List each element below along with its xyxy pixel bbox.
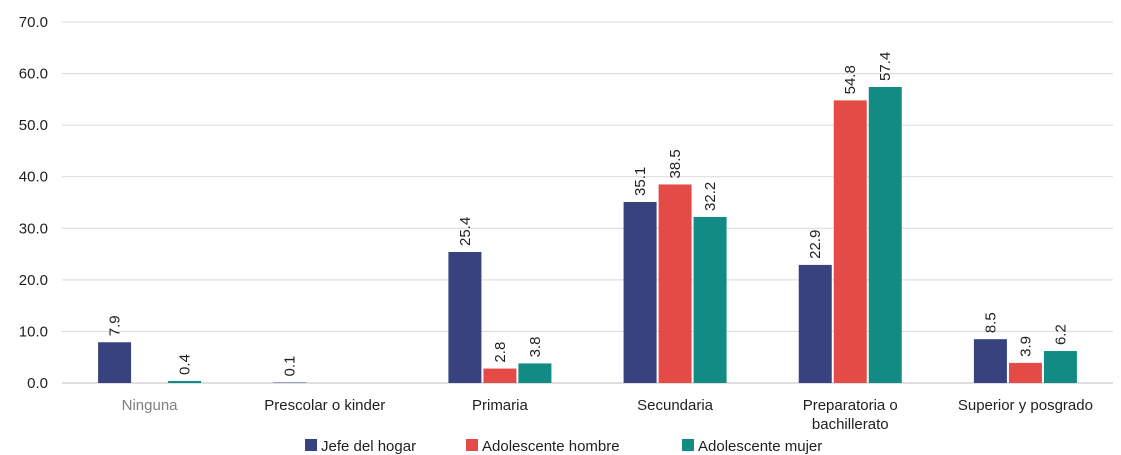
data-label: 3.9 [1017, 336, 1034, 357]
legend-label: Adolescente mujer [698, 438, 822, 455]
y-tick-label: 30.0 [19, 220, 48, 237]
x-category-label: Preparatoria o [803, 397, 898, 414]
bar [98, 342, 132, 383]
bar [168, 380, 202, 383]
data-label: 6.2 [1052, 324, 1069, 345]
legend: Jefe del hogar Adolescente hombre Adolesce… [305, 438, 822, 455]
y-tick-label: 60.0 [19, 66, 48, 83]
bar [833, 100, 867, 383]
data-label: 35.1 [632, 167, 649, 196]
y-tick-label: 0.0 [27, 375, 48, 392]
legend-swatch [305, 439, 317, 451]
bar [693, 216, 727, 383]
data-label: 3.8 [527, 337, 544, 358]
y-axis: 0.0 10.0 20.0 30.0 40.0 50.0 60.0 70.0 [19, 14, 48, 392]
data-label: 54.8 [842, 65, 859, 94]
data-label: 38.5 [667, 149, 684, 178]
data-label: 0.1 [282, 356, 299, 377]
bars [98, 86, 1077, 383]
y-tick-label: 10.0 [19, 323, 48, 340]
x-category-label: Ninguna [122, 397, 179, 414]
bar [1008, 362, 1042, 383]
data-label: 7.9 [107, 315, 124, 336]
bar [623, 201, 657, 383]
x-category-label: Secundaria [637, 397, 714, 414]
bar [448, 252, 482, 383]
data-labels: 7.9 0.1 25.4 35.1 22.9 8.5 2.8 38.5 54.8 3.9 0.4 3.… [107, 52, 1070, 377]
y-tick-label: 50.0 [19, 117, 48, 134]
data-label: 0.4 [177, 354, 194, 375]
bar [273, 382, 307, 383]
data-label: 32.2 [702, 182, 719, 211]
bar [483, 368, 517, 383]
y-tick-label: 20.0 [19, 272, 48, 289]
bar [973, 339, 1007, 383]
data-label: 22.9 [807, 230, 824, 259]
legend-swatch [466, 439, 478, 451]
x-category-label: Prescolar o kinder [264, 397, 385, 414]
data-label: 8.5 [982, 312, 999, 333]
data-label: 2.8 [492, 342, 509, 363]
x-axis: Ninguna Prescolar o kinder Primaria Secunda… [122, 397, 1093, 433]
y-tick-label: 70.0 [19, 14, 48, 31]
bar [868, 86, 902, 383]
legend-label: Adolescente hombre [482, 438, 620, 455]
gridlines [62, 21, 1113, 384]
bar [798, 264, 832, 383]
data-label: 25.4 [457, 217, 474, 246]
x-category-label: bachillerato [812, 416, 889, 433]
bar [658, 184, 692, 383]
bar [1043, 351, 1077, 383]
bar [518, 363, 552, 383]
data-label: 57.4 [877, 52, 894, 81]
x-category-label: Superior y posgrado [958, 397, 1093, 414]
legend-swatch [682, 439, 694, 451]
legend-label: Jefe del hogar [321, 438, 416, 455]
x-category-label: Primaria [472, 397, 528, 414]
y-tick-label: 40.0 [19, 169, 48, 186]
